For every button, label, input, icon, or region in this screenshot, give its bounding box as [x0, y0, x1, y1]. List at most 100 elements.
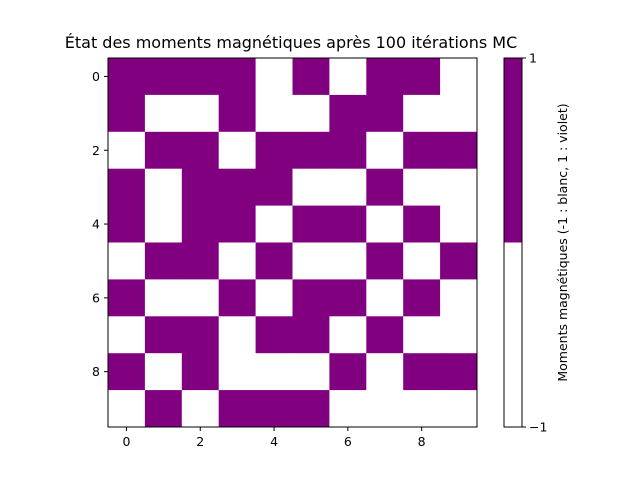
heatmap-cell	[329, 168, 367, 206]
heatmap-cell	[181, 168, 220, 206]
heatmap-cell	[108, 168, 146, 206]
x-tick-label: 0	[122, 434, 130, 449]
heatmap-cell	[403, 279, 441, 317]
heatmap-cell	[403, 242, 441, 280]
heatmap-cell	[255, 205, 293, 243]
heatmap-cell	[181, 316, 220, 354]
chart-title: État des moments magnétiques après 100 i…	[65, 33, 518, 52]
heatmap-cell	[440, 242, 478, 280]
x-tick-label: 6	[344, 434, 352, 449]
heatmap-cell	[144, 131, 183, 170]
heatmap-cell	[403, 94, 441, 133]
heatmap-cell	[440, 168, 478, 206]
heatmap-cell	[255, 390, 293, 428]
colorbar-tick-label: 1	[529, 51, 537, 66]
x-axis: 0 2 4 6 8	[122, 427, 426, 449]
heatmap-cell	[329, 94, 367, 133]
heatmap-cell	[108, 353, 146, 391]
heatmap-cell	[218, 94, 256, 133]
heatmap-cell	[292, 205, 330, 243]
heatmap-cell	[366, 58, 404, 96]
heatmap-cell	[292, 94, 330, 133]
colorbar: 1 −1 Moments magnétiques (-1 : blanc, 1 :…	[503, 51, 570, 435]
heatmap-cell	[181, 279, 220, 317]
heatmap-cell	[366, 131, 404, 170]
heatmap-cell	[292, 242, 330, 280]
colorbar-tick-label: −1	[529, 420, 547, 435]
heatmap-cell	[181, 353, 220, 391]
heatmap-cell	[292, 58, 330, 96]
heatmap-cell	[292, 353, 330, 391]
heatmap-cell	[329, 205, 367, 243]
heatmap-cell	[108, 205, 146, 243]
heatmap-cell	[403, 58, 441, 96]
heatmap-cell	[366, 390, 404, 428]
heatmap-cell	[255, 131, 293, 170]
heatmap-cell	[329, 390, 367, 428]
heatmap-cell	[255, 279, 293, 317]
heatmap-cell	[255, 168, 293, 206]
heatmap-cell	[403, 168, 441, 206]
heatmap-cell	[218, 58, 256, 96]
heatmap-cell	[181, 205, 220, 243]
heatmap-cell	[218, 131, 256, 170]
heatmap-cell	[108, 131, 146, 170]
heatmap-cell	[440, 205, 478, 243]
heatmap-cell	[144, 58, 183, 96]
heatmap-cell	[255, 94, 293, 133]
y-tick-label: 8	[92, 364, 100, 379]
heatmap-cell	[440, 279, 478, 317]
heatmap-cell	[329, 279, 367, 317]
y-tick-label: 2	[92, 143, 100, 158]
heatmap-cell	[366, 205, 404, 243]
heatmap-cell	[255, 316, 293, 354]
heatmap-cell	[255, 353, 293, 391]
colorbar-frame	[503, 57, 523, 428]
heatmap-cell	[144, 205, 183, 243]
heatmap-cell	[218, 390, 256, 428]
heatmap-cell	[144, 390, 183, 428]
heatmap-cell	[181, 390, 220, 428]
heatmap-cell	[292, 316, 330, 354]
heatmap-cell	[108, 94, 146, 133]
heatmap-cell	[144, 242, 183, 280]
heatmap-cell	[440, 353, 478, 391]
heatmap-cell	[292, 131, 330, 170]
heatmap-cell	[366, 242, 404, 280]
heatmap-cell	[329, 316, 367, 354]
heatmap-cell	[255, 242, 293, 280]
heatmap-cell	[403, 131, 441, 170]
heatmap-cell	[403, 205, 441, 243]
heatmap-cell	[144, 94, 183, 133]
heatmap-cell	[144, 279, 183, 317]
heatmap-cell	[255, 58, 293, 96]
heatmap-cell	[108, 390, 146, 428]
heatmap-cell	[292, 168, 330, 206]
heatmap-cell	[181, 242, 220, 280]
heatmap-cell	[108, 316, 146, 354]
heatmap-cell	[218, 168, 256, 206]
heatmap-cell	[218, 242, 256, 280]
heatmap-cell	[292, 390, 330, 428]
heatmap-cell	[218, 279, 256, 317]
heatmap-cell	[440, 94, 478, 133]
heatmap-cell	[329, 242, 367, 280]
heatmap-cell	[108, 58, 146, 96]
heatmap-cell	[181, 131, 220, 170]
y-tick-label: 6	[92, 290, 100, 305]
heatmap-cell	[144, 316, 183, 354]
y-tick-label: 4	[92, 217, 100, 232]
heatmap-cell	[366, 168, 404, 206]
heatmap-cell	[108, 279, 146, 317]
heatmap-cell	[329, 58, 367, 96]
heatmap-cell	[218, 205, 256, 243]
heatmap-cell	[440, 316, 478, 354]
heatmap-cell	[181, 58, 220, 96]
heatmap-cell	[440, 58, 478, 96]
heatmap-cell	[144, 168, 183, 206]
heatmap-cell	[329, 353, 367, 391]
heatmap-cell	[144, 353, 183, 391]
heatmap-cell	[440, 390, 478, 428]
colorbar-label: Moments magnétiques (-1 : blanc, 1 : vio…	[555, 103, 570, 381]
